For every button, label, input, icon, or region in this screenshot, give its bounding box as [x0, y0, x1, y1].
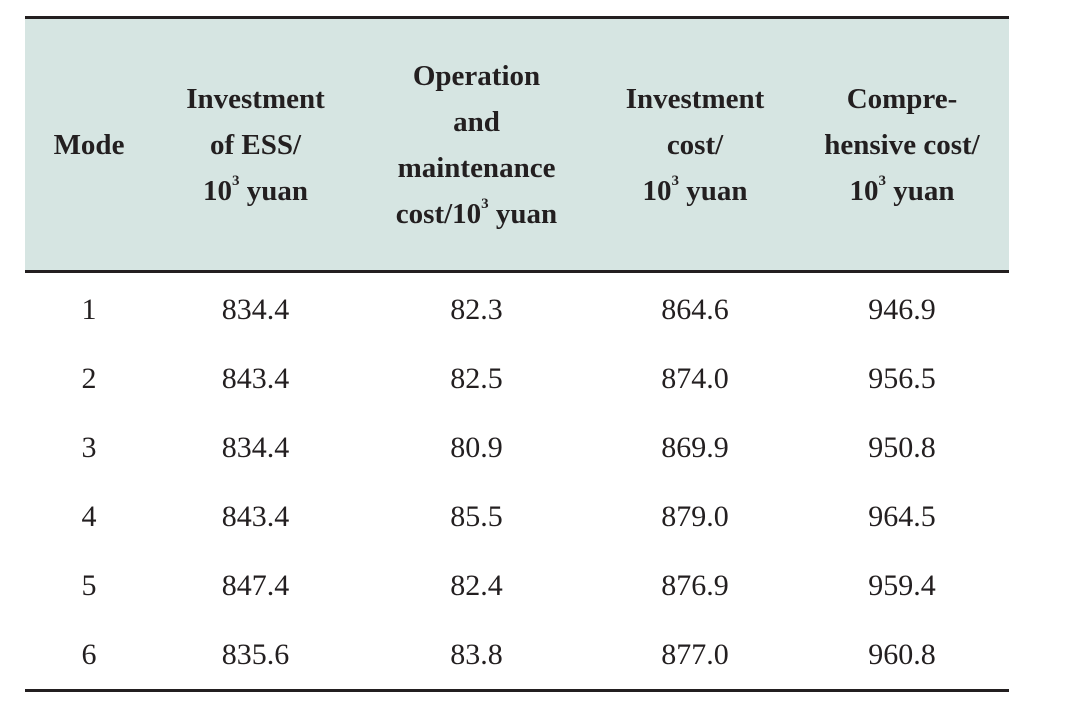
table-row: 1 834.4 82.3 864.6 946.9 — [25, 272, 1009, 345]
cell-comprehensive-cost: 964.5 — [868, 499, 936, 533]
table-row: 4 843.4 85.5 879.0 964.5 — [25, 482, 1009, 551]
cell-om-cost: 82.4 — [450, 568, 503, 602]
cell-comprehensive-cost: 956.5 — [868, 361, 936, 395]
cell-investment-cost: 876.9 — [661, 568, 729, 602]
cell-om-cost: 82.3 — [450, 292, 503, 326]
cell-comprehensive-cost: 946.9 — [868, 292, 936, 326]
header-line: and — [453, 105, 500, 138]
superscript-exponent: 3 — [231, 172, 240, 189]
cell-mode: 3 — [81, 430, 97, 464]
table-row: 2 843.4 82.5 874.0 956.5 — [25, 344, 1009, 413]
cell-mode: 5 — [81, 568, 97, 602]
cell-om-cost: 83.8 — [358, 620, 595, 692]
header-line: Mode — [53, 128, 125, 161]
cell-mode: 6 — [25, 620, 153, 692]
header-line: maintenance — [397, 151, 556, 184]
cell-comprehensive-cost: 959.4 — [868, 568, 936, 602]
cell-investment-cost: 879.0 — [661, 499, 729, 533]
cell-mode: 4 — [81, 499, 97, 533]
header-line: Investment — [625, 82, 765, 115]
header-line: hensive cost/ — [824, 128, 980, 161]
table-header: Mode Investment of ESS/103 yuan Operation… — [25, 16, 1009, 273]
cell-om-cost: 82.5 — [450, 361, 503, 395]
header-investment-of-ess: Investment of ESS/103 yuan — [153, 16, 358, 273]
cell-comprehensive-cost: 950.8 — [868, 430, 936, 464]
cell-investment-cost: 869.9 — [661, 430, 729, 464]
header-row: Mode Investment of ESS/103 yuan Operation… — [25, 16, 1009, 273]
header-comprehensive-cost: Compre-hensive cost/103 yuan — [795, 16, 1009, 273]
superscript-exponent: 3 — [671, 172, 679, 189]
table-row: 3 834.4 80.9 869.9 950.8 — [25, 413, 1009, 482]
header-investment-cost: Investment cost/103 yuan — [595, 16, 795, 273]
header-line: 103 yuan — [849, 172, 955, 207]
header-line: cost/ — [666, 128, 724, 161]
header-line: 103 yuan — [642, 172, 748, 207]
cost-comparison-table: Mode Investment of ESS/103 yuan Operation… — [25, 16, 1009, 692]
cell-investment-of-ess: 847.4 — [221, 568, 290, 602]
table-row: 6 835.6 83.8 877.0 960.8 — [25, 620, 1009, 692]
cell-om-cost: 80.9 — [450, 430, 503, 464]
cell-investment-cost: 877.0 — [595, 620, 795, 692]
header-line: cost/103 yuan — [395, 195, 558, 230]
cell-investment-of-ess: 843.4 — [221, 499, 290, 533]
cell-investment-cost: 874.0 — [661, 361, 729, 395]
cell-om-cost: 85.5 — [450, 499, 503, 533]
cell-investment-of-ess: 834.4 — [221, 430, 290, 464]
data-table-container: Mode Investment of ESS/103 yuan Operation… — [25, 16, 1009, 692]
table-row: 5 847.4 82.4 876.9 959.4 — [25, 551, 1009, 620]
header-line: 103 yuan — [202, 172, 308, 207]
superscript-exponent: 3 — [878, 172, 886, 189]
header-operation-maintenance-cost: Operation and maintenance cost/103 yuan — [358, 16, 595, 273]
header-mode: Mode — [25, 16, 153, 273]
header-line: Investment — [186, 82, 325, 115]
cell-mode: 2 — [81, 361, 97, 395]
header-line: Compre- — [846, 82, 958, 115]
cell-comprehensive-cost: 960.8 — [795, 620, 1009, 692]
table-body: 1 834.4 82.3 864.6 946.9 2 843.4 82.5 87… — [25, 272, 1009, 692]
header-line: of ESS/ — [209, 128, 302, 161]
cell-investment-of-ess: 834.4 — [221, 292, 290, 326]
cell-mode: 1 — [81, 292, 97, 326]
cell-investment-of-ess: 843.4 — [221, 361, 290, 395]
cell-investment-of-ess: 835.6 — [153, 620, 358, 692]
cell-investment-cost: 864.6 — [661, 292, 729, 326]
header-line: Operation — [412, 59, 541, 92]
superscript-exponent: 3 — [481, 195, 489, 212]
